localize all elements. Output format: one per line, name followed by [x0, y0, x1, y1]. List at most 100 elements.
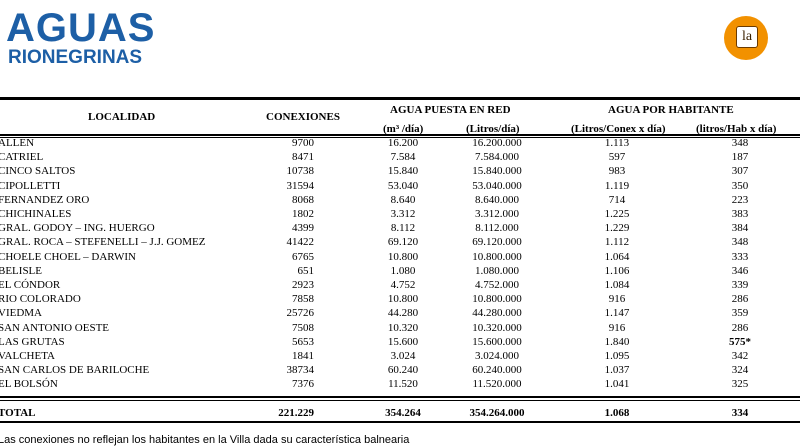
header-m3: (m³ /día) — [383, 123, 424, 135]
cell-conex: 1.064 — [604, 250, 630, 263]
cell-conexiones: 7376 — [292, 378, 314, 391]
cell-m3: 1.080 — [390, 264, 416, 277]
total-conex: 1.068 — [604, 407, 630, 419]
cell-conex: 1.041 — [604, 378, 630, 391]
cell-conex: 1.840 — [604, 335, 630, 348]
cell-m3: 4.752 — [390, 279, 416, 291]
cell-litros: 3.312.000 — [475, 208, 519, 220]
cell-localidad: SAN CARLOS DE BARILOCHE — [0, 364, 150, 377]
cell-hab: 286 — [731, 293, 749, 306]
cell-conex: 983 — [608, 165, 626, 178]
cell-litros: 11.520.000 — [472, 378, 522, 391]
cell-litros: 10.800.000 — [472, 293, 522, 306]
cell-m3: 15.600 — [387, 335, 419, 348]
cell-conexiones: 31594 — [286, 179, 315, 192]
divider — [0, 137, 800, 138]
table-row: FERNANDEZ ORO 8068 8.640 8.640.000 714 223 — [0, 193, 800, 207]
cell-m3: 3.312 — [390, 208, 416, 220]
cell-conex: 916 — [608, 293, 626, 306]
cell-localidad: CHOELE CHOEL – DARWIN — [0, 250, 136, 263]
cell-localidad: BELISLE — [0, 264, 42, 277]
aguas-rionegrinas-logo: AGUAS RIONEGRINAS — [6, 8, 155, 68]
table-row: CHICHINALES 1802 3.312 3.312.000 1.225 383 — [0, 207, 800, 221]
cell-conexiones: 38734 — [286, 364, 315, 377]
cell-m3: 10.800 — [387, 250, 419, 263]
total-m3: 354.264 — [385, 407, 421, 419]
cell-hab: 348 — [731, 236, 749, 249]
cell-hab: 339 — [731, 279, 749, 291]
cell-litros: 44.280.000 — [472, 307, 522, 320]
cell-hab: 348 — [731, 137, 749, 149]
cell-localidad: VALCHETA — [0, 350, 55, 362]
cell-m3: 60.240 — [387, 364, 419, 377]
header-agua-hab: AGUA POR HABITANTE — [608, 104, 734, 116]
total-hab: 334 — [731, 407, 749, 419]
table-row: CIPOLLETTI 31594 53.040 53.040.000 1.119 350 — [0, 179, 800, 193]
cell-litros: 7.584.000 — [475, 151, 519, 164]
logo-line1: AGUAS — [6, 6, 156, 50]
cell-conexiones: 5653 — [292, 335, 314, 348]
divider — [0, 396, 800, 398]
cell-m3: 8.112 — [390, 222, 416, 235]
cell-m3: 15.840 — [387, 165, 419, 178]
table-row: CHOELE CHOEL – DARWIN 6765 10.800 10.800.00… — [0, 250, 800, 264]
cell-litros: 69.120.000 — [472, 236, 522, 249]
divider — [0, 97, 800, 100]
cell-conex: 1.112 — [604, 236, 630, 249]
table-row: ALLEN 9700 16.200 16.200.000 1.113 348 — [0, 136, 800, 150]
cell-m3: 69.120 — [387, 236, 419, 249]
header-conexiones: CONEXIONES — [266, 111, 340, 123]
table-row: EL CÓNDOR 2923 4.752 4.752.000 1.084 339 — [0, 278, 800, 292]
cell-conexiones: 6765 — [292, 250, 314, 263]
cell-litros: 8.640.000 — [475, 193, 519, 206]
cell-localidad: CINCO SALTOS — [0, 165, 76, 178]
cell-localidad: CIPOLLETTI — [0, 179, 61, 192]
cell-hab: 346 — [731, 264, 749, 277]
cell-localidad: VIEDMA — [0, 307, 42, 320]
cell-hab: 342 — [731, 350, 749, 362]
cell-conexiones: 7508 — [292, 321, 314, 334]
cell-hab: 575* — [729, 335, 751, 348]
header-conex: (Litros/Conex x día) — [571, 123, 666, 135]
cell-litros: 3.024.000 — [475, 350, 519, 362]
cell-localidad: RIO COLORADO — [0, 293, 81, 306]
header-agua-red: AGUA PUESTA EN RED — [390, 104, 511, 116]
cell-conexiones: 8068 — [292, 193, 314, 206]
cell-litros: 10.800.000 — [472, 250, 522, 263]
total-row: TOTAL 221.229 354.264 354.264.000 1.068 … — [0, 406, 800, 420]
cell-conex: 714 — [608, 193, 626, 206]
table-row: SAN CARLOS DE BARILOCHE 38734 60.240 60.240… — [0, 363, 800, 377]
cell-m3: 3.024 — [390, 350, 416, 362]
header-litros: (Litros/día) — [466, 123, 520, 135]
cell-hab: 325 — [731, 378, 749, 391]
cell-litros: 15.600.000 — [472, 335, 522, 348]
cell-litros: 4.752.000 — [475, 279, 519, 291]
cell-hab: 333 — [731, 250, 749, 263]
cell-litros: 1.080.000 — [475, 264, 519, 277]
cell-localidad: EL BOLSÓN — [0, 378, 58, 391]
table-row: GRAL. GODOY – ING. HUERGO 4399 8.112 8.112.… — [0, 221, 800, 235]
cell-m3: 11.520 — [388, 378, 418, 391]
cell-litros: 8.112.000 — [475, 222, 519, 235]
cell-conexiones: 9700 — [292, 137, 314, 149]
cell-conexiones: 41422 — [286, 236, 315, 249]
cell-litros: 10.320.000 — [472, 321, 522, 334]
cell-conexiones: 2923 — [292, 279, 314, 291]
footnote: Las conexiones no reflejan los habitante… — [0, 434, 410, 446]
cell-conex: 1.095 — [604, 350, 630, 362]
cell-litros: 16.200.000 — [472, 137, 522, 149]
cell-conex: 1.229 — [604, 222, 630, 235]
logo-line2: RIONEGRINAS — [8, 47, 143, 68]
cell-m3: 53.040 — [387, 179, 419, 192]
cell-m3: 44.280 — [387, 307, 419, 320]
cell-conex: 1.037 — [604, 364, 630, 377]
cell-conex: 1.084 — [604, 279, 630, 291]
cell-localidad: GRAL. GODOY – ING. HUERGO — [0, 222, 155, 235]
header-localidad: LOCALIDAD — [88, 111, 156, 123]
cell-conex: 1.225 — [604, 208, 630, 220]
cell-localidad: GRAL. ROCA – STEFENELLI – J.J. GOMEZ — [0, 236, 206, 249]
divider — [0, 421, 800, 423]
cell-m3: 7.584 — [390, 151, 416, 164]
cell-hab: 307 — [731, 165, 749, 178]
cell-hab: 359 — [731, 307, 749, 320]
